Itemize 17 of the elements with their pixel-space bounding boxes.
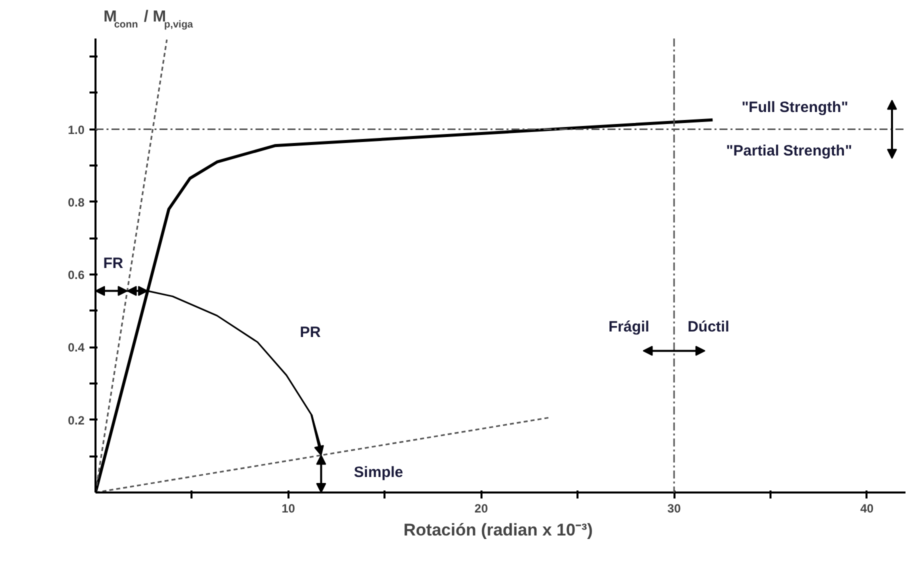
y-tick-label: 0.4 (68, 340, 85, 355)
x-axis-title: Rotación (radian x 10⁻³) (404, 520, 593, 540)
y-tick-label: 1.0 (68, 122, 85, 137)
y-tick-label: 0.8 (68, 195, 85, 210)
annotation: Frágil (608, 318, 650, 336)
annotation: "Full Strength" (742, 99, 848, 116)
y-tick-label: 0.2 (68, 413, 85, 428)
annotation: Dúctil (688, 318, 730, 336)
annotation: Simple (354, 464, 404, 482)
x-tick-label: 30 (667, 502, 682, 516)
x-tick-label: 20 (474, 502, 488, 516)
y-tick-label: 0.6 (68, 268, 85, 282)
annotation: FR (103, 255, 124, 272)
x-tick-label: 40 (860, 502, 874, 516)
annotation: "Partial Strength" (726, 142, 852, 160)
annotation: PR (300, 324, 321, 342)
x-tick-label: 10 (282, 502, 296, 516)
